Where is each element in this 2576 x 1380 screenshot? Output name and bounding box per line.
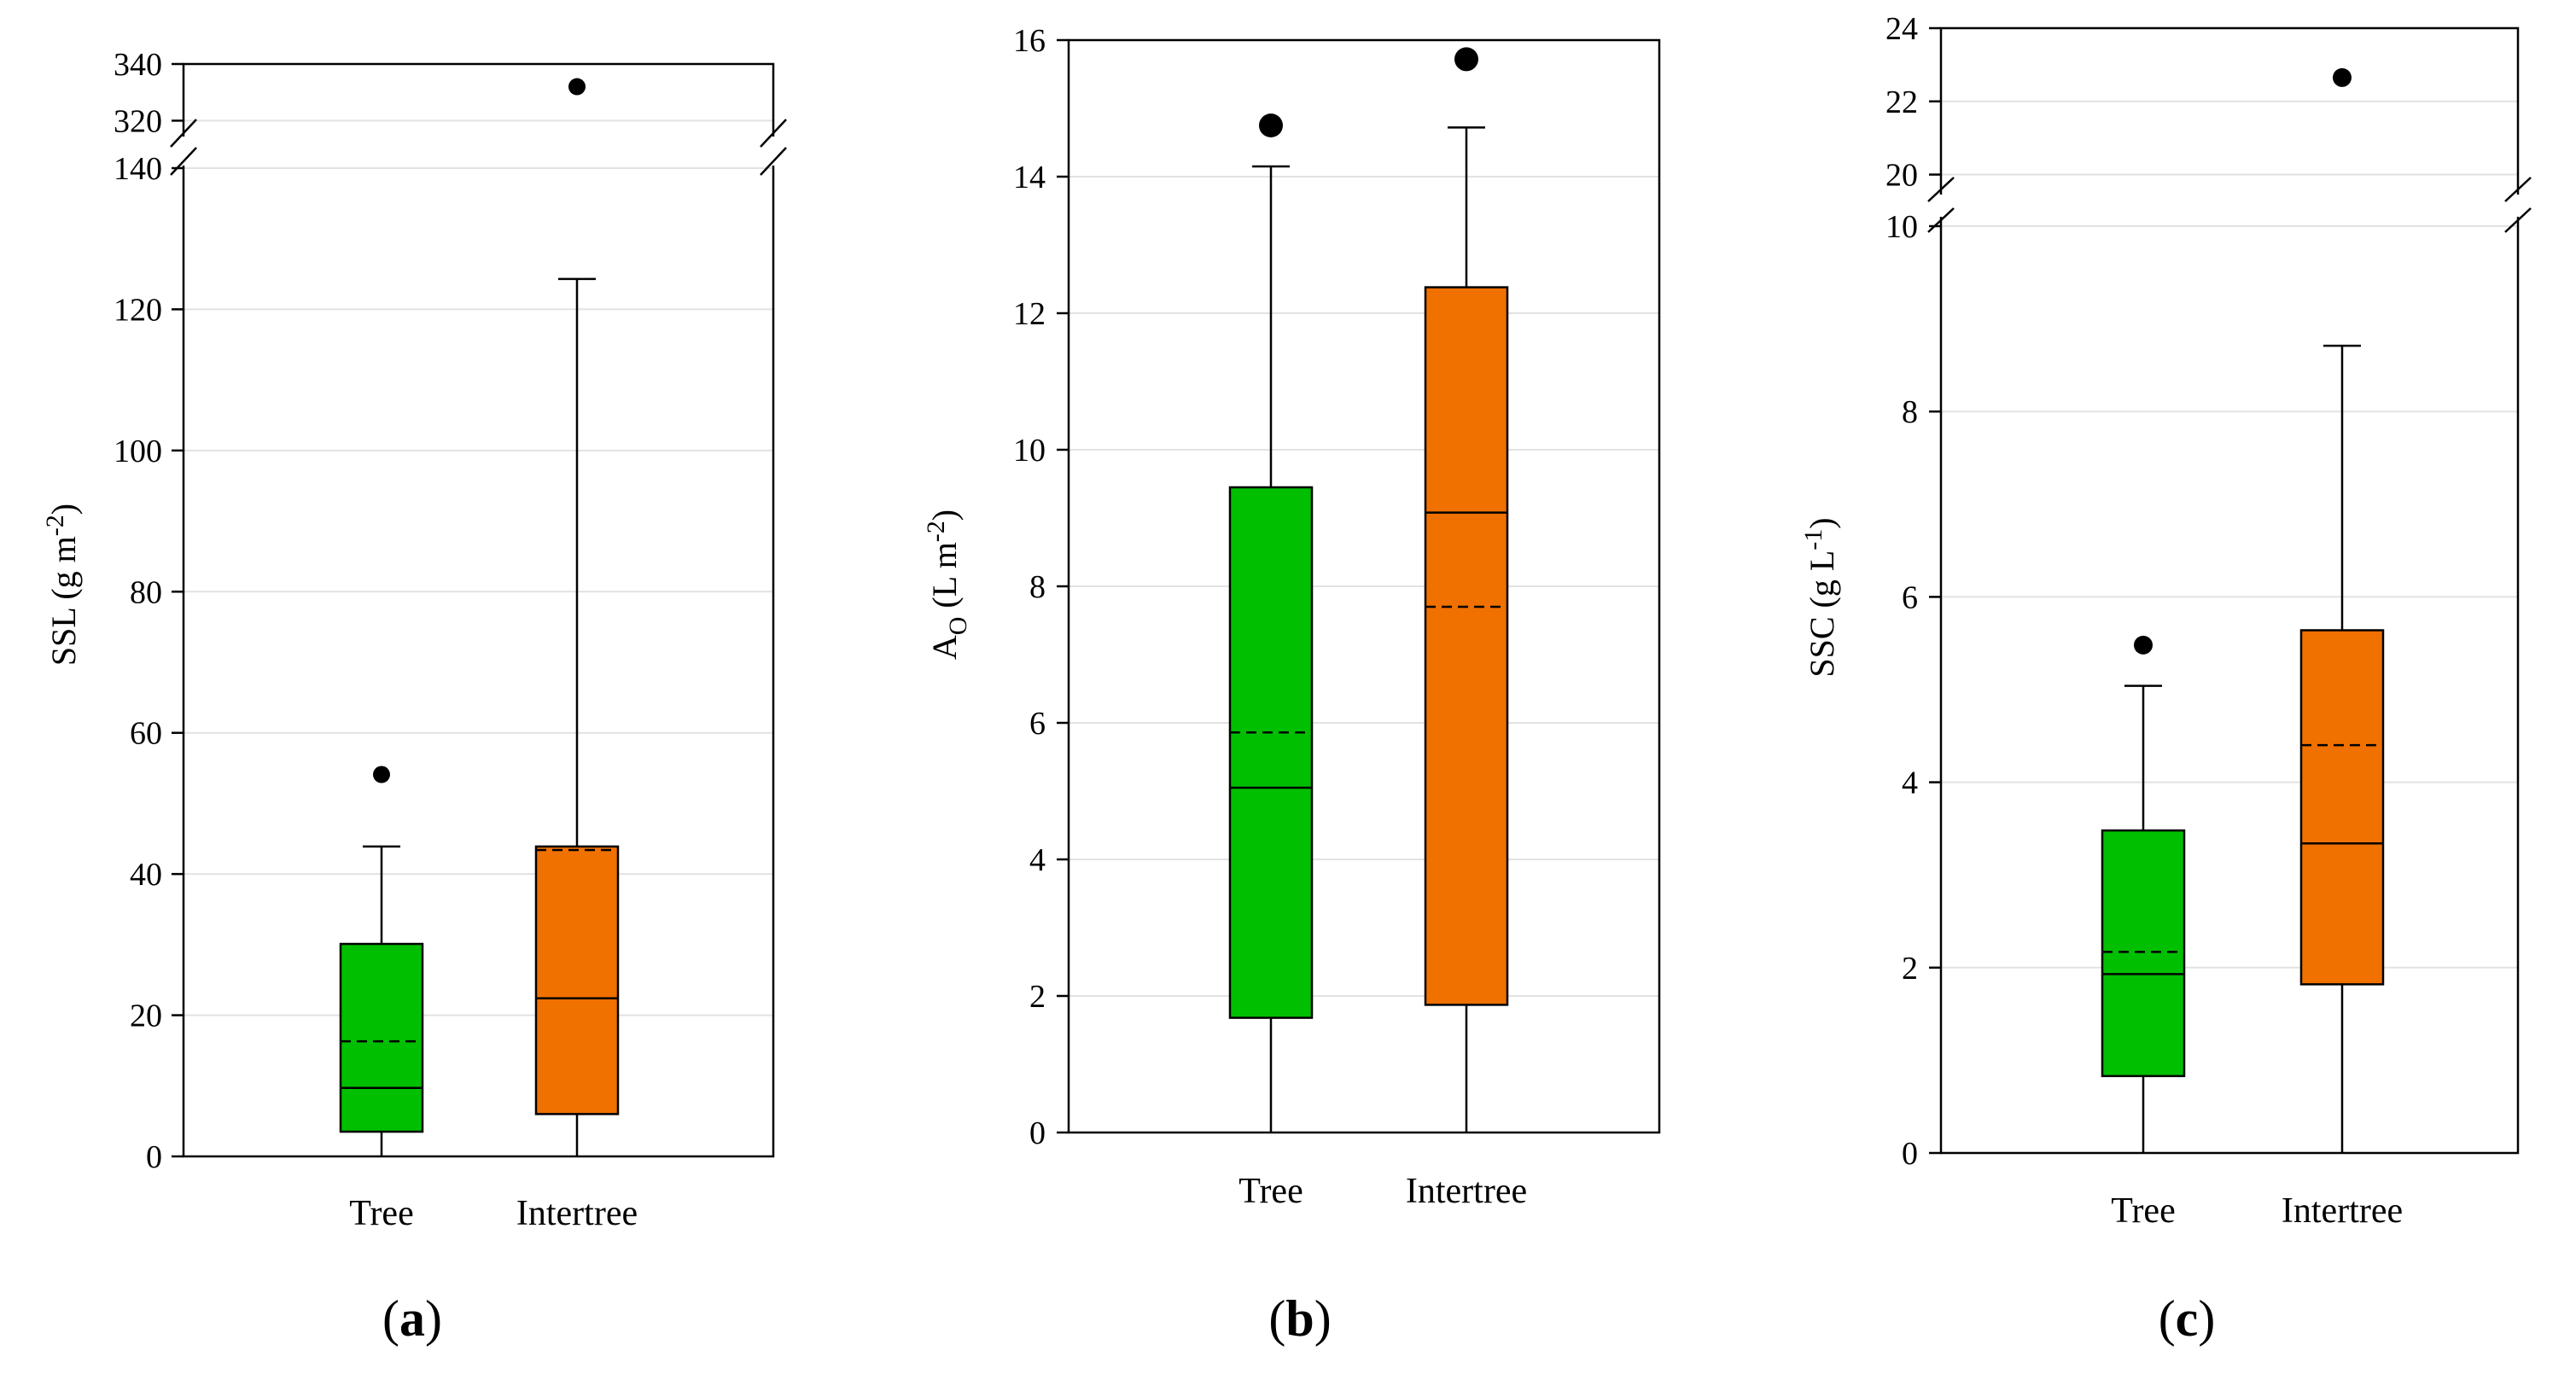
panel-b-tick-label-main-7: 14: [1013, 160, 1046, 195]
panel-b-tick-label-main-2: 4: [1029, 842, 1046, 878]
panel-b-tick-label-main-8: 16: [1013, 23, 1046, 59]
panel-b-category-tree: Tree: [1238, 1172, 1303, 1211]
panel-c-plot-frame: [1939, 26, 2520, 1155]
panel-c-label: (c): [2159, 1290, 2216, 1347]
panel-a-tick-label-lower-3: 60: [130, 716, 162, 752]
panel-a-boxes: [339, 78, 620, 1156]
panel-a-axis-break: [170, 119, 787, 176]
panel-b-tick-label-main-5: 10: [1013, 433, 1046, 469]
panel-a-tree-outlier-0: [373, 766, 390, 783]
panel-a-label: (a): [382, 1290, 442, 1347]
panel-a-tick-label-lower-5: 100: [114, 434, 162, 469]
panel-c-intertree-box: [2299, 629, 2385, 986]
panel-a-y-axis-label: SSL (g m-2): [41, 504, 83, 666]
panel-b-label: (b): [1268, 1290, 1331, 1347]
panel-c-tick-label-upper-0: 20: [1885, 158, 1918, 194]
panel-c-y-axis-label: SSC (g L-1): [1799, 517, 1841, 677]
panel-c-tick-label-lower-5: 10: [1885, 209, 1918, 245]
panel-b-intertree-outlier-0: [1454, 47, 1478, 72]
panel-a-tick-label-lower-7: 140: [114, 151, 162, 187]
panel-c-intertree-outlier-0: [2333, 67, 2352, 87]
panel-c-tick-label-lower-0: 0: [1902, 1136, 1918, 1172]
panel-c-category-tree: Tree: [2111, 1191, 2175, 1231]
panel-c-tick-label-upper-1: 22: [1885, 84, 1918, 120]
panel-a-tick-label-lower-1: 20: [130, 999, 162, 1034]
panel-c-boxes: [2101, 67, 2385, 1153]
panel-a-y-ticks: 0 20 40 60 80 100 120 140 320 340: [114, 47, 184, 1175]
panel-a-tick-label-lower-2: 40: [130, 857, 162, 893]
panel-c-tick-label-lower-3: 6: [1902, 579, 1918, 615]
panel-b-tick-label-main-1: 2: [1029, 979, 1046, 1015]
panel-a-tick-label-lower-6: 120: [114, 292, 162, 328]
panel-a-tree-box: [339, 942, 424, 1133]
panel-c-tick-label-upper-2: 24: [1885, 11, 1918, 47]
panel-a-category-intertree: Intertree: [516, 1194, 638, 1233]
panel-a-tick-label-lower-4: 80: [130, 574, 162, 610]
panel-a-tick-label-lower-0: 0: [146, 1139, 162, 1175]
panel-b-y-axis-label: AO (L m-2): [922, 509, 972, 660]
panel-c-tick-label-lower-2: 4: [1902, 766, 1918, 801]
panel-b-tree-outlier-0: [1259, 114, 1283, 137]
panel-b-boxes: [1228, 47, 1509, 1133]
panel-b-tick-label-main-4: 8: [1029, 569, 1046, 605]
panel-a-intertree-box: [534, 845, 620, 1115]
panel-c-tree-outlier-0: [2134, 635, 2153, 655]
panel-b-gridlines: [1069, 39, 1659, 1133]
panel-b-tick-label-main-6: 12: [1013, 296, 1046, 332]
panel-a-gridlines: [184, 63, 773, 1157]
panel-a-tick-label-upper-0: 320: [114, 103, 162, 139]
panel-c-tick-label-lower-1: 2: [1902, 951, 1918, 987]
panel-b-intertree-box: [1424, 286, 1509, 1006]
panel-c-category-intertree: Intertree: [2282, 1191, 2403, 1231]
panel-a-intertree-outlier-0: [568, 78, 586, 96]
panel-b-tick-label-main-0: 0: [1029, 1115, 1046, 1151]
panel-c-tree-box: [2101, 829, 2186, 1078]
panel-b-category-intertree: Intertree: [1406, 1172, 1527, 1211]
panel-c-axis-break: [1927, 177, 2532, 233]
panel-a-plot-frame: [182, 62, 775, 1158]
panel-b-y-ticks: 0 2 4 6 8 10 12 14 16: [1013, 23, 1069, 1151]
panel-b-tick-label-main-3: 6: [1029, 706, 1046, 742]
panel-b-tree-box: [1228, 486, 1314, 1019]
panel-a-tick-label-upper-1: 340: [114, 47, 162, 83]
panel-a-category-tree: Tree: [349, 1194, 413, 1233]
panel-c-tick-label-lower-4: 8: [1902, 394, 1918, 430]
